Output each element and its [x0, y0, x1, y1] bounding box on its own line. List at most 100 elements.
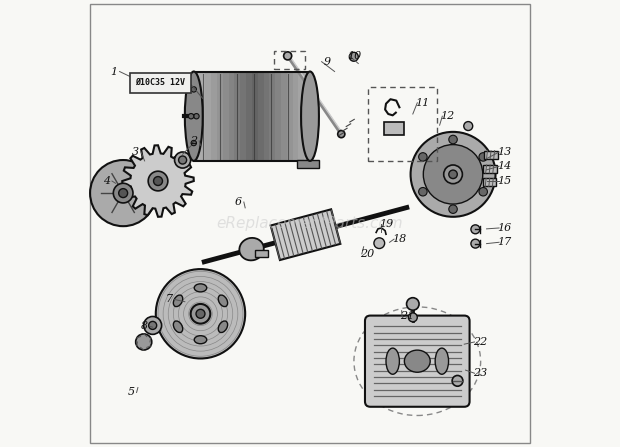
Text: 13: 13 — [497, 147, 511, 157]
Circle shape — [471, 225, 480, 234]
Polygon shape — [271, 209, 340, 260]
Circle shape — [418, 187, 427, 196]
Polygon shape — [122, 145, 194, 217]
Bar — [241, 72, 246, 161]
Text: 6: 6 — [235, 197, 242, 207]
Bar — [211, 72, 217, 161]
Circle shape — [349, 52, 358, 61]
Circle shape — [113, 183, 133, 203]
Bar — [269, 72, 275, 161]
Circle shape — [90, 160, 156, 226]
Circle shape — [156, 269, 245, 358]
Circle shape — [191, 87, 197, 92]
Ellipse shape — [386, 348, 399, 374]
Ellipse shape — [218, 295, 228, 307]
Bar — [293, 72, 298, 161]
Text: 8: 8 — [141, 321, 148, 331]
Circle shape — [194, 114, 199, 119]
Circle shape — [136, 334, 152, 350]
Text: 19: 19 — [379, 219, 393, 229]
FancyBboxPatch shape — [365, 316, 469, 407]
Ellipse shape — [435, 348, 449, 374]
Circle shape — [188, 114, 194, 119]
Text: 4: 4 — [103, 176, 110, 186]
Text: Ø10C35 12V: Ø10C35 12V — [135, 78, 185, 87]
Text: 17: 17 — [497, 237, 511, 247]
Bar — [194, 72, 310, 161]
Bar — [252, 72, 258, 161]
Bar — [298, 72, 304, 161]
Text: 3: 3 — [132, 147, 140, 157]
Text: 10: 10 — [348, 51, 362, 61]
Circle shape — [191, 140, 197, 146]
Bar — [304, 72, 310, 161]
Circle shape — [118, 189, 128, 198]
Circle shape — [449, 170, 458, 179]
Text: 12: 12 — [441, 111, 455, 121]
Text: 7: 7 — [166, 295, 173, 304]
Text: 18: 18 — [392, 234, 407, 244]
Bar — [484, 151, 498, 159]
Bar — [287, 72, 293, 161]
Text: 2: 2 — [190, 136, 197, 146]
Ellipse shape — [174, 321, 183, 333]
Bar — [246, 72, 252, 161]
Ellipse shape — [194, 284, 206, 292]
Bar — [205, 72, 211, 161]
Ellipse shape — [194, 336, 206, 344]
Bar — [194, 72, 310, 161]
Text: eReplacementParts.com: eReplacementParts.com — [216, 216, 404, 231]
Circle shape — [479, 187, 487, 196]
Ellipse shape — [404, 350, 430, 372]
Circle shape — [410, 132, 495, 217]
Ellipse shape — [185, 72, 203, 161]
Bar — [384, 122, 404, 135]
Circle shape — [148, 171, 168, 191]
Ellipse shape — [301, 72, 319, 161]
Bar — [281, 72, 287, 161]
Circle shape — [444, 165, 463, 184]
Circle shape — [452, 375, 463, 386]
Text: 16: 16 — [497, 223, 511, 233]
Bar — [258, 72, 264, 161]
FancyBboxPatch shape — [255, 250, 268, 257]
Bar — [217, 72, 223, 161]
Bar — [275, 72, 281, 161]
Circle shape — [418, 153, 427, 161]
Circle shape — [407, 298, 419, 310]
Circle shape — [464, 122, 472, 131]
Circle shape — [423, 145, 483, 204]
Text: 14: 14 — [497, 161, 511, 171]
Bar — [194, 72, 200, 161]
Bar — [264, 72, 269, 161]
Bar — [234, 72, 241, 161]
Bar — [483, 178, 497, 186]
Ellipse shape — [283, 52, 291, 60]
FancyBboxPatch shape — [130, 73, 191, 93]
Circle shape — [479, 153, 487, 161]
Circle shape — [449, 205, 458, 213]
Text: 11: 11 — [415, 98, 430, 108]
Circle shape — [471, 239, 480, 248]
Bar — [200, 72, 205, 161]
Circle shape — [196, 309, 205, 318]
Circle shape — [179, 156, 187, 164]
Bar — [229, 72, 234, 161]
Text: 20: 20 — [360, 249, 374, 259]
Text: 23: 23 — [472, 368, 487, 378]
Text: 9: 9 — [324, 57, 330, 67]
Text: 21: 21 — [401, 312, 415, 321]
Circle shape — [149, 321, 157, 329]
Text: 15: 15 — [497, 177, 511, 186]
Circle shape — [191, 304, 210, 324]
Ellipse shape — [239, 238, 264, 261]
Circle shape — [144, 316, 162, 334]
Bar — [484, 165, 497, 173]
Ellipse shape — [174, 295, 183, 307]
Text: 5: 5 — [128, 388, 135, 397]
Circle shape — [154, 177, 162, 186]
Text: 22: 22 — [472, 337, 487, 347]
Bar — [223, 72, 229, 161]
Text: 1: 1 — [110, 67, 118, 76]
Circle shape — [409, 313, 417, 322]
